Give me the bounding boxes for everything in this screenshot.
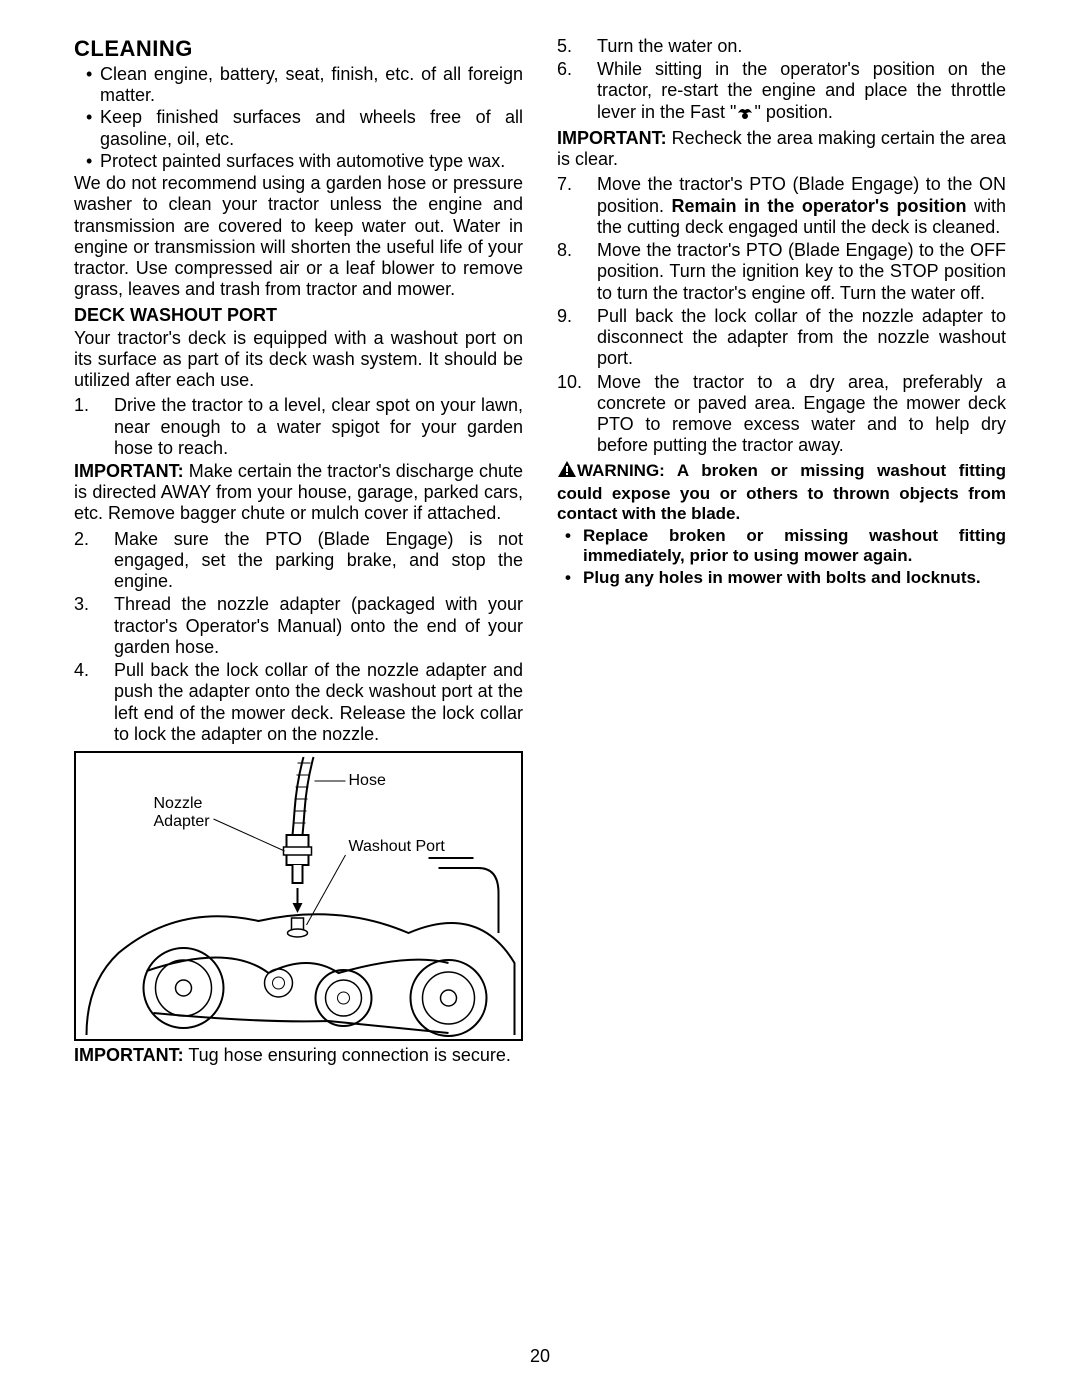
step-number: 10.: [557, 372, 585, 393]
step-item: 10. Move the tractor to a dry area, pref…: [557, 372, 1006, 457]
cleaning-heading: CLEANING: [74, 36, 523, 62]
fig-label-washout: Washout Port: [349, 838, 446, 855]
step-item: 3. Thread the nozzle adapter (packaged w…: [74, 594, 523, 658]
right-column: 5. Turn the water on. 6. While sitting i…: [557, 36, 1006, 1070]
important-label: IMPORTANT:: [557, 128, 667, 148]
important-label: IMPORTANT:: [74, 461, 184, 481]
step-item: 8. Move the tractor's PTO (Blade Engage)…: [557, 240, 1006, 304]
fig-label-nozzle: Nozzle: [154, 795, 203, 812]
page-number: 20: [0, 1346, 1080, 1367]
bullet-item: Replace broken or missing washout fittin…: [557, 526, 1006, 566]
step-number: 3.: [74, 594, 102, 615]
two-column-layout: CLEANING Clean engine, battery, seat, fi…: [74, 36, 1006, 1070]
step-text: Turn the water on.: [597, 36, 742, 56]
step-item: 4. Pull back the lock collar of the nozz…: [74, 660, 523, 745]
steps-list-left-a: 1. Drive the tractor to a level, clear s…: [74, 395, 523, 459]
step-number: 4.: [74, 660, 102, 681]
step-text: Pull back the lock collar of the nozzle …: [114, 660, 523, 744]
deck-diagram-svg: Hose Nozzle Adapter Washout Port: [76, 753, 521, 1039]
step-item: 5. Turn the water on.: [557, 36, 1006, 57]
step-text: Drive the tractor to a level, clear spot…: [114, 395, 523, 457]
step-number: 7.: [557, 174, 585, 195]
step-text: Move the tractor's PTO (Blade Engage) to…: [597, 240, 1006, 302]
important-note-1: IMPORTANT: Make certain the tractor's di…: [74, 461, 523, 525]
step-number: 6.: [557, 59, 585, 80]
steps-list-right-a: 5. Turn the water on. 6. While sitting i…: [557, 36, 1006, 126]
warning-block: WARNING: A broken or missing washout fit…: [557, 460, 1006, 523]
important-note-3: IMPORTANT: Recheck the area making certa…: [557, 128, 1006, 170]
manual-page: CLEANING Clean engine, battery, seat, fi…: [0, 0, 1080, 1397]
washout-port-figure: Hose Nozzle Adapter Washout Port: [74, 751, 523, 1041]
warning-bullets: Replace broken or missing washout fittin…: [557, 526, 1006, 588]
bullet-item: Protect painted surfaces with automotive…: [86, 151, 523, 172]
hose-paragraph: We do not recommend using a garden hose …: [74, 173, 523, 300]
step-text: Pull back the lock collar of the nozzle …: [597, 306, 1006, 368]
warning-triangle-icon: [557, 460, 577, 483]
left-column: CLEANING Clean engine, battery, seat, fi…: [74, 36, 523, 1070]
warning-label: WARNING:: [577, 461, 665, 480]
important-note-2: IMPORTANT: Tug hose ensuring connec­tion…: [74, 1045, 523, 1066]
step-text: Make sure the PTO (Blade Engage) is not …: [114, 529, 523, 591]
step-number: 5.: [557, 36, 585, 57]
deck-washout-heading: DECK WASHOUT PORT: [74, 305, 523, 326]
bullet-item: Clean engine, battery, seat, finish, etc…: [86, 64, 523, 106]
step-number: 9.: [557, 306, 585, 327]
bullet-item: Plug any holes in mower with bolts and l…: [557, 568, 1006, 588]
step-item: 9. Pull back the lock collar of the nozz…: [557, 306, 1006, 370]
important-text: Tug hose ensuring connec­tion is secure.: [184, 1045, 511, 1065]
steps-list-left-b: 2. Make sure the PTO (Blade Engage) is n…: [74, 529, 523, 745]
step-text: Thread the nozzle adapter (packaged with…: [114, 594, 523, 656]
step-number: 2.: [74, 529, 102, 550]
step-item: 1. Drive the tractor to a level, clear s…: [74, 395, 523, 459]
fig-label-hose: Hose: [349, 772, 386, 789]
step-number: 1.: [74, 395, 102, 416]
cleaning-bullets: Clean engine, battery, seat, finish, etc…: [74, 64, 523, 172]
fast-throttle-icon: [736, 105, 754, 126]
steps-list-right-b: 7. Move the tractor's PTO (Blade Engage)…: [557, 174, 1006, 456]
deck-intro: Your tractor's deck is equipped with a w…: [74, 328, 523, 392]
step-item: 6. While sitting in the operator's posit…: [557, 59, 1006, 126]
step-item: 2. Make sure the PTO (Blade Engage) is n…: [74, 529, 523, 593]
bullet-item: Keep finished surfaces and wheels free o…: [86, 107, 523, 149]
step-text: Move the tractor's PTO (Blade Engage) to…: [597, 174, 1006, 236]
step-text: Move the tractor to a dry area, prefer­a…: [597, 372, 1006, 456]
important-label: IMPORTANT:: [74, 1045, 184, 1065]
step-item: 7. Move the tractor's PTO (Blade Engage)…: [557, 174, 1006, 238]
step-text: While sitting in the operator's position…: [597, 59, 1006, 121]
step-number: 8.: [557, 240, 585, 261]
fig-label-adapter: Adapter: [154, 813, 211, 830]
